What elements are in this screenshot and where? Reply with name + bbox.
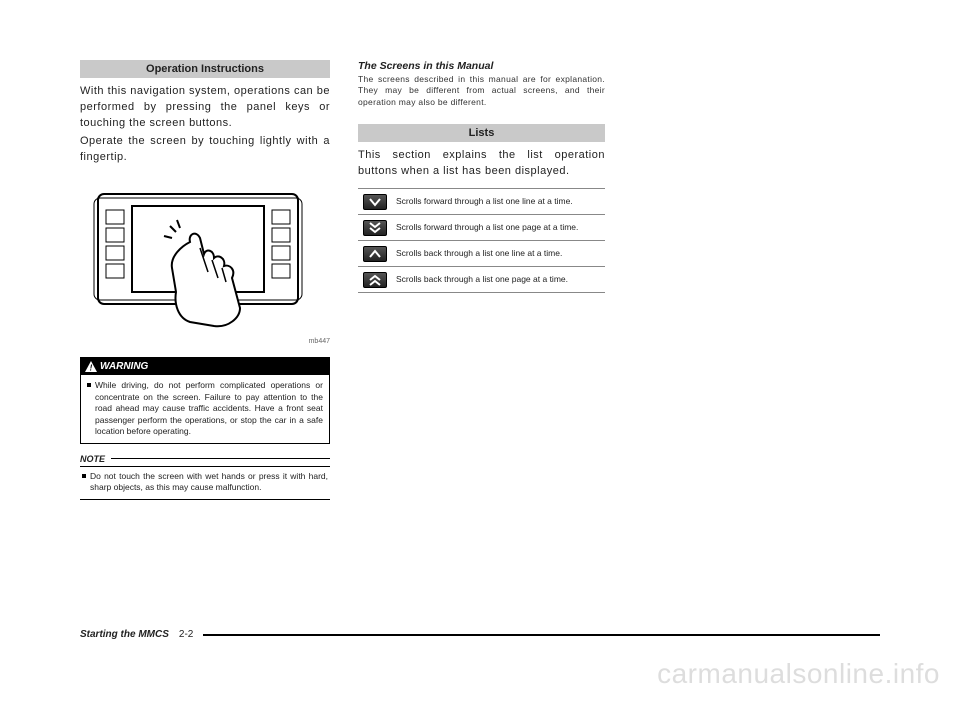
warning-triangle-icon: !	[85, 361, 97, 372]
warning-label: WARNING	[100, 360, 148, 374]
note-body: Do not touch the screen with wet hands o…	[80, 467, 330, 501]
warning-text: While driving, do not perform complicate…	[95, 380, 323, 437]
list-desc: Scrolls forward through a list one page …	[392, 218, 605, 237]
warning-body: While driving, do not perform complicate…	[81, 375, 329, 442]
manual-page: Operation Instructions With this navigat…	[80, 60, 880, 640]
footer-section: Starting the MMCS	[80, 629, 169, 640]
table-row: Scrolls forward through a list one line …	[358, 188, 605, 214]
column-3	[633, 60, 880, 500]
table-row: Scrolls forward through a list one page …	[358, 214, 605, 240]
note-label: NOTE	[80, 454, 105, 464]
list-table: Scrolls forward through a list one line …	[358, 188, 605, 293]
column-2: The Screens in this Manual The screens d…	[358, 60, 605, 500]
screens-subheading: The Screens in this Manual	[358, 60, 605, 72]
operation-para-1: With this navigation system, operations …	[80, 84, 330, 132]
table-row: Scrolls back through a list one line at …	[358, 240, 605, 266]
illustration-touchscreen	[80, 176, 330, 336]
warning-box: ! WARNING While driving, do not perform …	[80, 357, 330, 444]
note-title-row: NOTE	[80, 454, 330, 467]
lists-intro: This section explains the list operation…	[358, 148, 605, 180]
section-header-lists: Lists	[358, 124, 605, 142]
section-header-operation: Operation Instructions	[80, 60, 330, 78]
note-title-line	[111, 458, 330, 459]
list-desc: Scrolls back through a list one line at …	[392, 244, 605, 263]
scroll-down-line-icon	[358, 190, 392, 214]
illustration-id: mb447	[80, 338, 330, 345]
bullet-icon	[87, 383, 91, 387]
table-row: Scrolls back through a list one page at …	[358, 266, 605, 292]
svg-text:!: !	[90, 363, 93, 372]
footer-rule	[203, 634, 880, 636]
columns: Operation Instructions With this navigat…	[80, 60, 880, 500]
operation-para-2: Operate the screen by touching lightly w…	[80, 134, 330, 166]
note-block: NOTE Do not touch the screen with wet ha…	[80, 454, 330, 501]
screens-text: The screens described in this manual are…	[358, 74, 605, 108]
scroll-up-page-icon	[358, 268, 392, 292]
scroll-down-page-icon	[358, 216, 392, 240]
page-footer: Starting the MMCS 2-2	[80, 629, 880, 640]
footer-page-number: 2-2	[179, 629, 193, 640]
list-desc: Scrolls forward through a list one line …	[392, 192, 605, 211]
bullet-icon	[82, 474, 86, 478]
note-text: Do not touch the screen with wet hands o…	[90, 471, 328, 494]
column-1: Operation Instructions With this navigat…	[80, 60, 330, 500]
scroll-up-line-icon	[358, 242, 392, 266]
warning-header: ! WARNING	[81, 358, 329, 376]
list-desc: Scrolls back through a list one page at …	[392, 270, 605, 289]
watermark: carmanualsonline.info	[657, 658, 940, 690]
